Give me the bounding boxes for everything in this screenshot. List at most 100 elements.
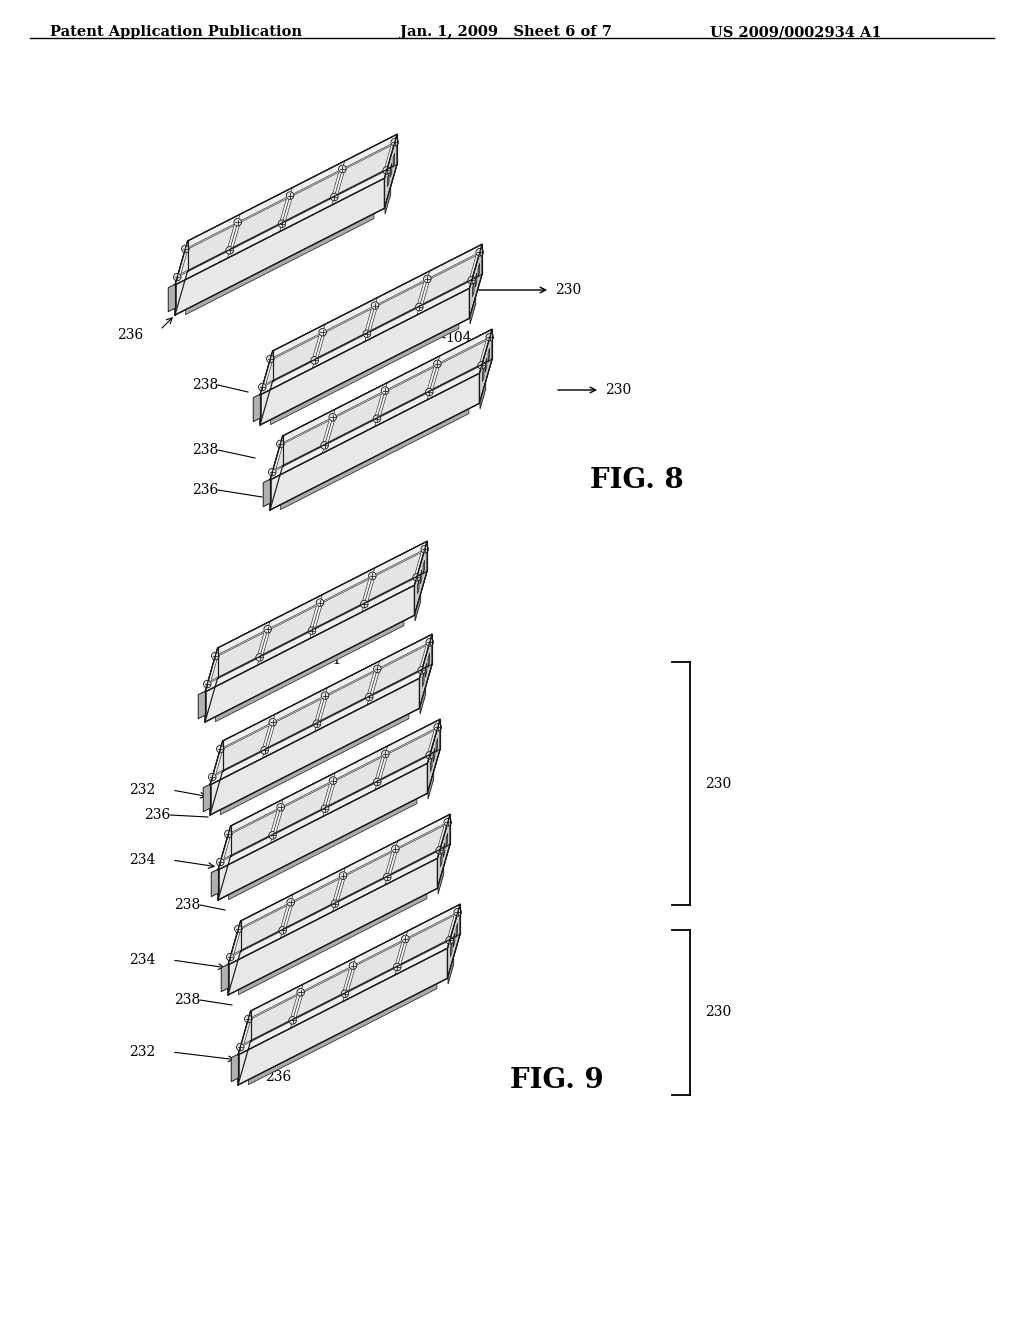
- Polygon shape: [199, 690, 206, 718]
- Circle shape: [216, 744, 224, 752]
- Text: FIG. 9: FIG. 9: [510, 1067, 604, 1093]
- Circle shape: [341, 990, 349, 998]
- Polygon shape: [220, 714, 409, 814]
- Polygon shape: [287, 879, 339, 927]
- Circle shape: [297, 989, 304, 997]
- Polygon shape: [469, 244, 482, 318]
- Polygon shape: [270, 436, 283, 510]
- Polygon shape: [381, 367, 434, 416]
- Circle shape: [445, 937, 454, 944]
- Circle shape: [204, 680, 211, 688]
- Circle shape: [433, 360, 441, 368]
- Text: 201: 201: [295, 234, 322, 247]
- Polygon shape: [318, 309, 372, 356]
- Circle shape: [322, 692, 329, 700]
- Circle shape: [276, 804, 285, 810]
- Polygon shape: [423, 672, 424, 686]
- Circle shape: [279, 927, 287, 935]
- Circle shape: [434, 723, 441, 731]
- Text: 238: 238: [174, 898, 200, 912]
- Polygon shape: [348, 942, 401, 990]
- Text: 201: 201: [315, 653, 341, 667]
- Polygon shape: [478, 263, 479, 277]
- Polygon shape: [281, 409, 469, 510]
- Polygon shape: [338, 145, 391, 194]
- Circle shape: [349, 962, 356, 969]
- Polygon shape: [420, 570, 422, 585]
- Polygon shape: [222, 635, 432, 771]
- Circle shape: [374, 665, 381, 673]
- Polygon shape: [215, 620, 403, 722]
- Circle shape: [289, 1016, 296, 1024]
- Circle shape: [173, 273, 181, 281]
- Polygon shape: [272, 244, 482, 381]
- Circle shape: [224, 830, 232, 838]
- Polygon shape: [368, 553, 421, 601]
- Polygon shape: [438, 866, 443, 894]
- Polygon shape: [390, 162, 392, 177]
- Polygon shape: [430, 758, 432, 772]
- Text: 236: 236: [265, 1071, 291, 1084]
- Circle shape: [374, 779, 381, 785]
- Circle shape: [366, 693, 373, 701]
- Text: FIG. 8: FIG. 8: [590, 466, 684, 494]
- Polygon shape: [472, 282, 474, 297]
- Circle shape: [383, 166, 390, 174]
- Circle shape: [287, 191, 294, 199]
- Polygon shape: [270, 323, 459, 425]
- Polygon shape: [175, 135, 397, 285]
- Polygon shape: [381, 730, 434, 779]
- Circle shape: [391, 139, 398, 147]
- Circle shape: [321, 442, 329, 449]
- Text: 234: 234: [129, 953, 155, 968]
- Polygon shape: [244, 995, 297, 1044]
- Polygon shape: [415, 593, 421, 622]
- Polygon shape: [218, 763, 427, 900]
- Text: 230: 230: [605, 383, 631, 397]
- Polygon shape: [228, 799, 417, 900]
- Text: Jan. 1, 2009   Sheet 6 of 7: Jan. 1, 2009 Sheet 6 of 7: [400, 25, 612, 40]
- Polygon shape: [205, 541, 427, 692]
- Polygon shape: [175, 164, 397, 315]
- Text: 230: 230: [705, 1006, 731, 1019]
- Polygon shape: [270, 329, 492, 480]
- Polygon shape: [238, 904, 460, 1055]
- Circle shape: [318, 329, 327, 337]
- Text: 230: 230: [555, 282, 582, 297]
- Polygon shape: [315, 579, 369, 627]
- Circle shape: [212, 652, 219, 660]
- Polygon shape: [470, 296, 476, 325]
- Polygon shape: [230, 719, 440, 855]
- Polygon shape: [276, 784, 330, 832]
- Polygon shape: [270, 374, 479, 510]
- Circle shape: [264, 626, 271, 634]
- Circle shape: [216, 858, 224, 866]
- Text: 236: 236: [117, 327, 143, 342]
- Circle shape: [381, 387, 389, 395]
- Polygon shape: [428, 653, 430, 668]
- Polygon shape: [260, 244, 482, 395]
- Polygon shape: [275, 421, 329, 469]
- Circle shape: [308, 627, 315, 635]
- Circle shape: [401, 935, 410, 942]
- Polygon shape: [268, 700, 322, 747]
- Polygon shape: [168, 284, 176, 312]
- Text: 232: 232: [129, 1045, 155, 1059]
- Polygon shape: [228, 845, 450, 995]
- Circle shape: [287, 899, 295, 906]
- Polygon shape: [228, 814, 450, 965]
- Text: US 2009/0002934 A1: US 2009/0002934 A1: [710, 25, 882, 40]
- Circle shape: [313, 719, 321, 727]
- Polygon shape: [420, 686, 426, 714]
- Circle shape: [226, 953, 234, 961]
- Polygon shape: [482, 367, 484, 381]
- Polygon shape: [260, 351, 272, 425]
- Polygon shape: [423, 560, 425, 574]
- Circle shape: [393, 964, 401, 972]
- Polygon shape: [488, 348, 489, 363]
- Polygon shape: [175, 242, 187, 315]
- Polygon shape: [210, 741, 222, 814]
- Circle shape: [331, 193, 338, 201]
- Text: Patent Application Publication: Patent Application Publication: [50, 25, 302, 40]
- Text: 236: 236: [191, 483, 218, 498]
